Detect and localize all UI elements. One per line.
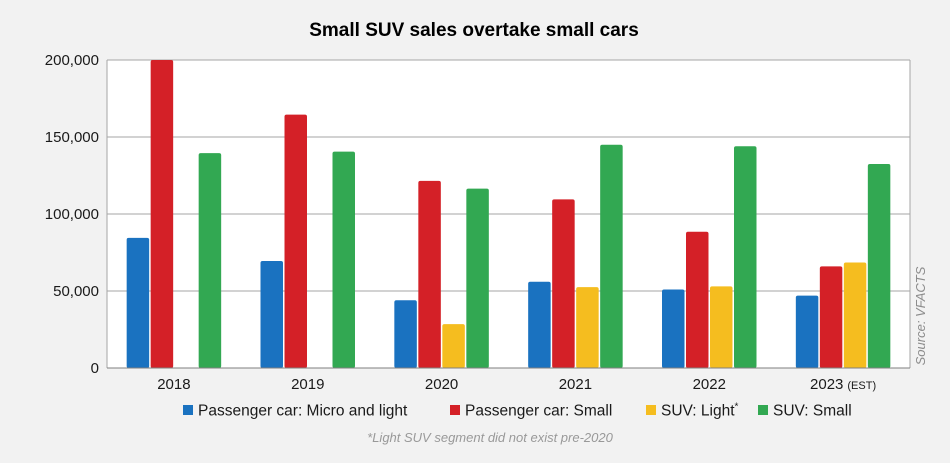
legend-swatch: [450, 405, 460, 415]
bar: [867, 163, 891, 368]
legend-label: Passenger car: Micro and light: [198, 403, 408, 420]
bar: [576, 287, 599, 368]
footnote: *Light SUV segment did not exist pre-202…: [367, 430, 613, 445]
y-tick-label: 50,000: [53, 283, 99, 300]
bar: [662, 289, 685, 368]
bars: [126, 60, 891, 368]
bar: [284, 114, 307, 368]
legend-swatch: [646, 405, 656, 415]
chart-title: Small SUV sales overtake small cars: [309, 20, 639, 41]
bar: [126, 237, 150, 368]
bar: [843, 262, 867, 368]
source-note: Source: VFACTS: [913, 266, 928, 365]
legend-label: SUV: Light*: [661, 402, 739, 420]
bar: [819, 266, 843, 368]
bar: [528, 281, 551, 368]
legend-swatch: [758, 405, 768, 415]
bar: [260, 260, 283, 368]
bar: [600, 144, 623, 368]
x-tick-label: 2020: [425, 376, 458, 393]
y-axis: 0 50,000 100,000 150,000 200,000: [45, 52, 99, 377]
bar: [710, 286, 733, 368]
x-axis: 2018 2019 2020 2021 2022 2023 (EST): [157, 376, 876, 393]
bar: [418, 180, 441, 368]
grid-lines: [106, 59, 911, 368]
x-tick-label: 2019: [291, 376, 324, 393]
bar: [734, 146, 757, 368]
x-tick-label: 2018: [157, 376, 190, 393]
bar: [442, 324, 465, 368]
y-tick-label: 150,000: [45, 129, 99, 146]
legend-swatch: [183, 405, 193, 415]
x-tick-label: 2023 (EST): [810, 376, 876, 393]
bar: [686, 231, 709, 368]
legend-label: Passenger car: Small: [465, 403, 612, 420]
bar: [394, 300, 417, 368]
legend: Passenger car: Micro and light Passenger …: [183, 402, 852, 420]
y-tick-label: 0: [91, 360, 99, 377]
x-tick-label: 2021: [559, 376, 592, 393]
bar: [150, 60, 174, 368]
bar: [332, 151, 355, 368]
legend-label: SUV: Small: [773, 403, 852, 420]
bar: [466, 188, 489, 368]
x-tick-label: 2022: [693, 376, 726, 393]
y-tick-label: 200,000: [45, 52, 99, 69]
bar: [795, 295, 819, 368]
bar: [198, 153, 222, 368]
bar: [552, 199, 575, 368]
y-tick-label: 100,000: [45, 206, 99, 223]
